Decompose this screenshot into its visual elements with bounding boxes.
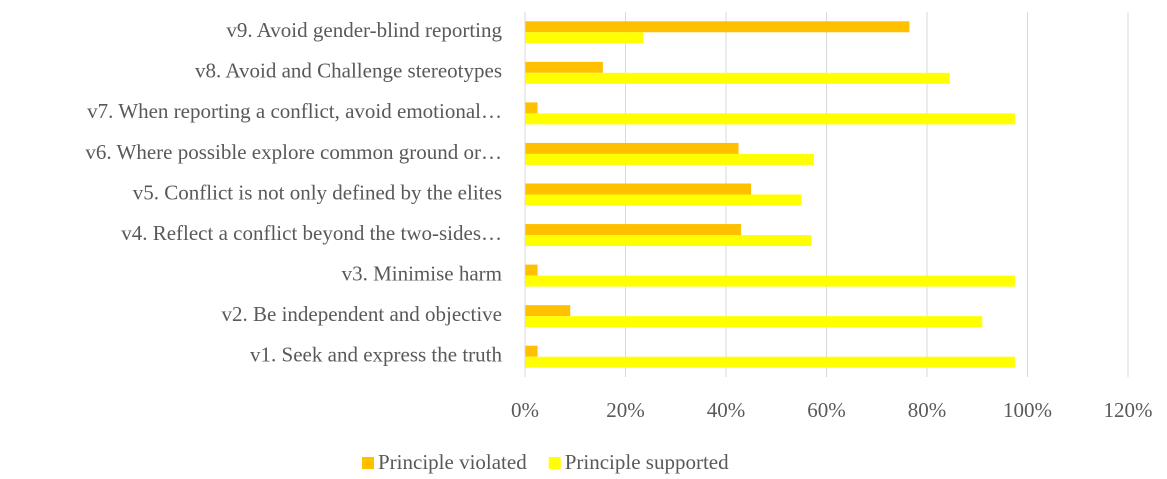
bar <box>525 113 1015 125</box>
y-tick-label: v7. When reporting a conflict, avoid emo… <box>87 99 502 123</box>
y-tick-label: v2. Be independent and objective <box>222 302 503 326</box>
bar <box>525 345 538 357</box>
y-tick-label: v3. Minimise harm <box>342 261 502 285</box>
y-tick-label: v6. Where possible explore common ground… <box>85 140 502 164</box>
bar <box>525 194 802 206</box>
x-tick-label: 100% <box>1003 398 1052 422</box>
bar <box>525 316 983 328</box>
bar <box>525 142 739 154</box>
bar <box>525 224 742 236</box>
bar <box>525 275 1015 287</box>
bar <box>525 21 910 33</box>
legend-label: Principle violated <box>378 450 527 474</box>
y-tick-label: v8. Avoid and Challenge stereotypes <box>195 59 502 83</box>
bar <box>525 264 538 276</box>
x-tick-label: 120% <box>1104 398 1153 422</box>
bar <box>525 102 538 114</box>
bar <box>525 72 950 84</box>
y-tick-label: v5. Conflict is not only defined by the … <box>133 180 502 204</box>
y-tick-label: v4. Reflect a conflict beyond the two-si… <box>121 221 502 245</box>
bar <box>525 32 644 44</box>
y-tick-label: v1. Seek and express the truth <box>250 343 502 367</box>
x-tick-label: 60% <box>807 398 846 422</box>
x-tick-label: 20% <box>606 398 645 422</box>
x-tick-label: 0% <box>511 398 539 422</box>
x-tick-label: 80% <box>908 398 947 422</box>
legend-swatch <box>548 457 561 469</box>
bar <box>525 61 603 73</box>
bar <box>525 183 752 195</box>
legend-label: Principle supported <box>565 450 729 474</box>
bar <box>525 153 814 165</box>
x-tick-label: 40% <box>707 398 746 422</box>
bar <box>525 356 1015 368</box>
bar <box>525 305 571 317</box>
legend-swatch <box>362 457 374 469</box>
bar <box>525 235 812 247</box>
y-tick-label: v9. Avoid gender-blind reporting <box>226 18 502 42</box>
